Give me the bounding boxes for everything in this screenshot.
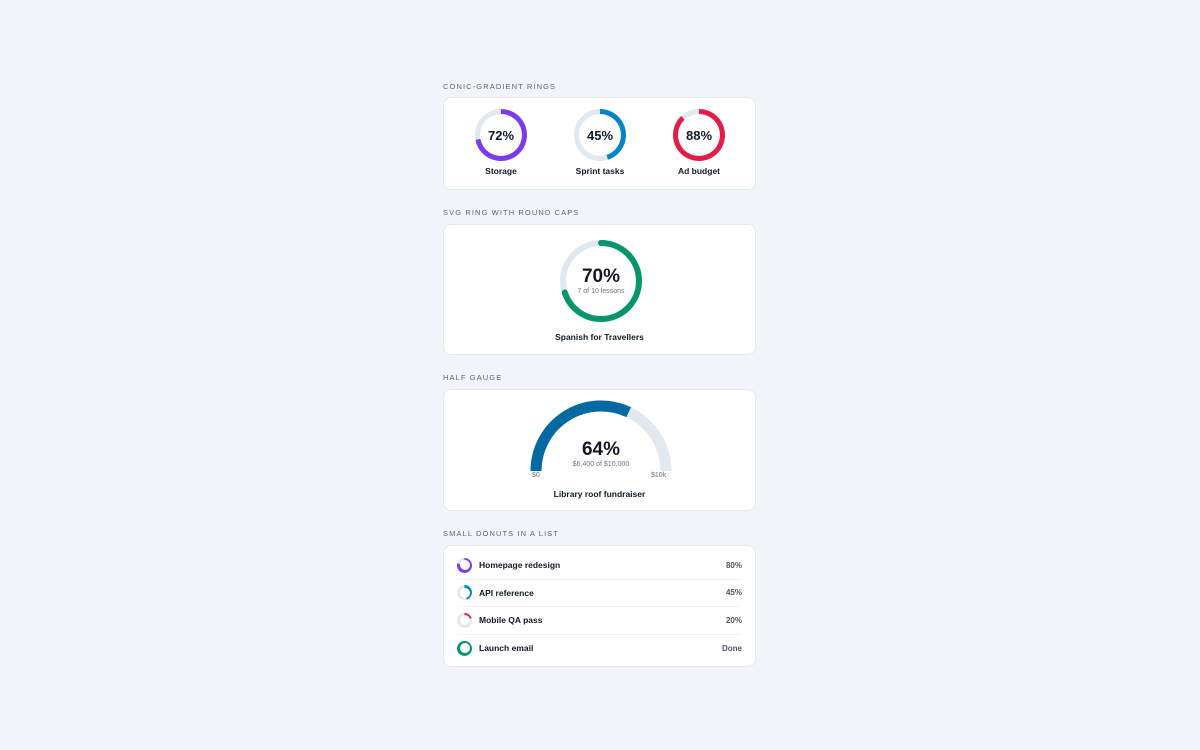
- ring-label: Ad budget: [677, 166, 721, 176]
- conic-ring-1: 45%: [574, 109, 626, 161]
- section-heading-svg-ring: SVG RING WITH ROUND CAPS: [443, 208, 580, 217]
- mini-donut: [457, 612, 472, 628]
- conic-ring-0: 72%: [475, 109, 527, 161]
- half-gauge-card: 64% $6,400 of $10,000 $0 $10k Library ro…: [443, 389, 756, 511]
- gauge-subtitle: $6,400 of $10,000: [572, 461, 630, 468]
- ring-label: Sprint tasks: [575, 166, 625, 176]
- list-item-label: API reference: [479, 587, 534, 598]
- list-item: Mobile QA pass 20%: [457, 607, 742, 635]
- svg-ring-center: 70% 7 of 10 lessons: [558, 238, 644, 324]
- list-item-status: Done: [722, 643, 742, 653]
- svg-ring-card: 70% 7 of 10 lessons Spanish for Travelle…: [443, 224, 756, 355]
- mini-donut: [457, 585, 472, 601]
- progress-column: CONIC-GRADIENT RINGS 72% Storage 45% Spr…: [443, 82, 756, 667]
- list-item-status: 80%: [725, 560, 742, 570]
- gauge-progress-arc: [530, 400, 632, 472]
- ring-percent: 70%: [581, 266, 621, 287]
- donut-list-card: Homepage redesign 80% API reference 45% …: [443, 545, 756, 667]
- gauge-min-label: $0: [532, 472, 540, 479]
- ring-subtitle: 7 of 10 lessons: [577, 288, 625, 295]
- half-gauge: [530, 400, 672, 472]
- sprint-tasks-ring: 45% Sprint tasks: [555, 109, 645, 176]
- mini-donut: [457, 557, 472, 573]
- list-item-status: 45%: [725, 588, 742, 598]
- list-item: Homepage redesign 80%: [457, 552, 742, 580]
- gauge-center: 64% $6,400 of $10,000: [530, 439, 672, 469]
- section-heading-conic: CONIC-GRADIENT RINGS: [443, 82, 557, 91]
- ring-percent: 45%: [579, 114, 621, 156]
- svg-progress-ring: [560, 240, 642, 322]
- ring-percent: 72%: [480, 114, 522, 156]
- list-item-label: Launch email: [479, 643, 534, 654]
- section-heading-list: SMALL DONUTS IN A LIST: [443, 529, 560, 538]
- list-item: API reference 45%: [457, 580, 742, 607]
- gauge-max-label: $10k: [651, 472, 667, 479]
- storage-ring: 72% Storage: [456, 109, 546, 176]
- gauge-percent: 64%: [581, 439, 621, 460]
- list-item: Launch email Done: [457, 635, 742, 663]
- list-item-label: Homepage redesign: [479, 560, 561, 571]
- conic-ring-2: 88%: [673, 109, 725, 161]
- ring-label: Storage: [485, 166, 517, 176]
- ring-percent: 88%: [678, 114, 720, 156]
- ad-budget-ring: 88% Ad budget: [654, 109, 744, 176]
- course-title: Spanish for Travellers: [555, 332, 644, 342]
- list-item-label: Mobile QA pass: [479, 615, 543, 626]
- ring-progress-arc: [560, 240, 642, 322]
- section-heading-gauge: HALF GAUGE: [443, 373, 503, 382]
- conic-rings-card: 72% Storage 45% Sprint tasks 88% Ad budg…: [443, 97, 756, 190]
- list-item-status: 20%: [725, 615, 742, 625]
- mini-donut: [457, 640, 472, 656]
- fundraiser-title: Library roof fundraiser: [553, 489, 646, 499]
